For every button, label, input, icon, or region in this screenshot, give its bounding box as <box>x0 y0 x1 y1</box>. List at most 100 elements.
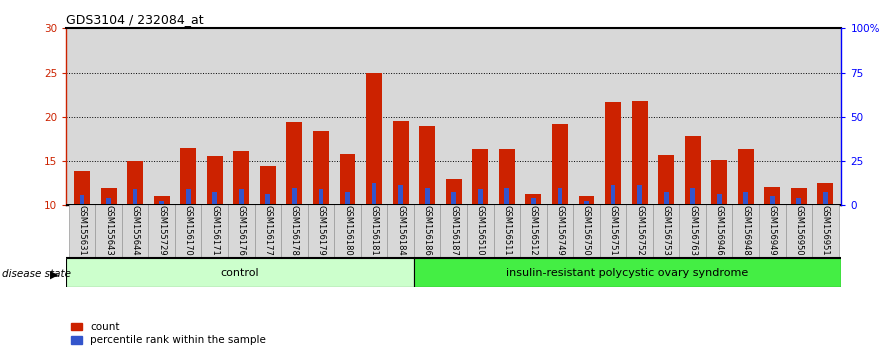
Bar <box>69 204 95 258</box>
Bar <box>520 204 546 258</box>
Bar <box>260 166 276 205</box>
Text: GSM156751: GSM156751 <box>609 205 618 256</box>
Bar <box>505 188 509 205</box>
Text: GSM156950: GSM156950 <box>795 205 803 256</box>
Bar <box>574 204 600 258</box>
Bar <box>413 258 841 287</box>
Bar <box>546 204 574 258</box>
Text: GSM155643: GSM155643 <box>104 205 113 256</box>
Bar <box>255 204 281 258</box>
Bar <box>499 149 515 205</box>
Text: GSM156178: GSM156178 <box>290 205 299 256</box>
Bar <box>744 192 748 205</box>
Bar <box>584 201 589 205</box>
Bar <box>765 187 781 205</box>
Bar <box>685 136 700 205</box>
Bar <box>366 73 382 205</box>
Bar <box>307 204 334 258</box>
Bar <box>207 156 223 205</box>
Bar <box>579 196 595 205</box>
Bar <box>658 155 674 205</box>
Bar <box>239 189 244 205</box>
Text: GSM156171: GSM156171 <box>211 205 219 256</box>
Bar <box>361 204 388 258</box>
Bar <box>233 152 249 205</box>
Bar <box>292 188 297 205</box>
Bar <box>717 194 722 205</box>
Text: GSM156752: GSM156752 <box>635 205 644 256</box>
Text: GSM155644: GSM155644 <box>130 205 139 256</box>
Bar <box>605 102 621 205</box>
Bar <box>419 126 435 205</box>
Bar <box>153 196 170 205</box>
Bar <box>133 189 137 205</box>
Bar <box>531 198 536 205</box>
Text: GSM156510: GSM156510 <box>476 205 485 256</box>
Bar <box>786 204 812 258</box>
Bar <box>812 204 839 258</box>
Text: GSM156948: GSM156948 <box>741 205 751 256</box>
Bar <box>446 179 462 205</box>
Bar <box>100 188 116 205</box>
Bar <box>228 204 255 258</box>
Bar <box>691 188 695 205</box>
Text: GSM156184: GSM156184 <box>396 205 405 256</box>
Bar <box>281 204 307 258</box>
Bar <box>186 189 190 205</box>
Bar <box>372 183 376 205</box>
Text: GSM155729: GSM155729 <box>157 205 167 256</box>
Bar <box>388 204 414 258</box>
Bar <box>637 185 642 205</box>
Text: GSM156170: GSM156170 <box>184 205 193 256</box>
Text: GSM156176: GSM156176 <box>237 205 246 256</box>
Bar <box>663 192 669 205</box>
Text: GSM156187: GSM156187 <box>449 205 458 256</box>
Bar <box>732 204 759 258</box>
Text: GDS3104 / 232084_at: GDS3104 / 232084_at <box>66 13 204 26</box>
Text: disease state: disease state <box>2 269 70 279</box>
Bar <box>127 161 143 205</box>
Bar <box>626 204 653 258</box>
Bar <box>159 201 164 205</box>
Bar <box>334 204 361 258</box>
Bar <box>286 122 302 205</box>
Bar <box>823 192 828 205</box>
Text: GSM156951: GSM156951 <box>821 205 830 256</box>
Bar <box>181 148 196 205</box>
Bar <box>493 204 520 258</box>
Bar <box>600 204 626 258</box>
Bar <box>393 121 409 205</box>
Bar <box>818 183 833 205</box>
Bar <box>472 149 488 205</box>
Text: GSM156763: GSM156763 <box>688 205 697 256</box>
Text: control: control <box>220 268 259 278</box>
Bar <box>440 204 467 258</box>
Bar <box>95 204 122 258</box>
Text: GSM156512: GSM156512 <box>529 205 538 256</box>
Bar <box>414 204 440 258</box>
Text: GSM156179: GSM156179 <box>316 205 325 256</box>
Bar <box>478 189 483 205</box>
Bar <box>552 124 568 205</box>
Bar <box>525 194 541 205</box>
Bar <box>175 204 202 258</box>
Text: GSM156946: GSM156946 <box>714 205 723 256</box>
Bar <box>79 195 85 205</box>
Text: ▶: ▶ <box>50 269 59 279</box>
Bar <box>558 188 562 205</box>
Bar <box>265 194 270 205</box>
Bar <box>737 149 754 205</box>
Bar <box>711 160 727 205</box>
Text: GSM156749: GSM156749 <box>555 205 565 256</box>
Text: GSM156511: GSM156511 <box>502 205 511 256</box>
Bar <box>398 185 403 205</box>
Text: GSM156186: GSM156186 <box>423 205 432 256</box>
Bar <box>706 204 732 258</box>
Bar <box>451 192 456 205</box>
Bar <box>319 189 323 205</box>
Bar <box>74 171 90 205</box>
Text: GSM156181: GSM156181 <box>369 205 379 256</box>
Bar <box>770 196 774 205</box>
Text: GSM156750: GSM156750 <box>582 205 591 256</box>
Legend: count, percentile rank within the sample: count, percentile rank within the sample <box>71 322 266 345</box>
